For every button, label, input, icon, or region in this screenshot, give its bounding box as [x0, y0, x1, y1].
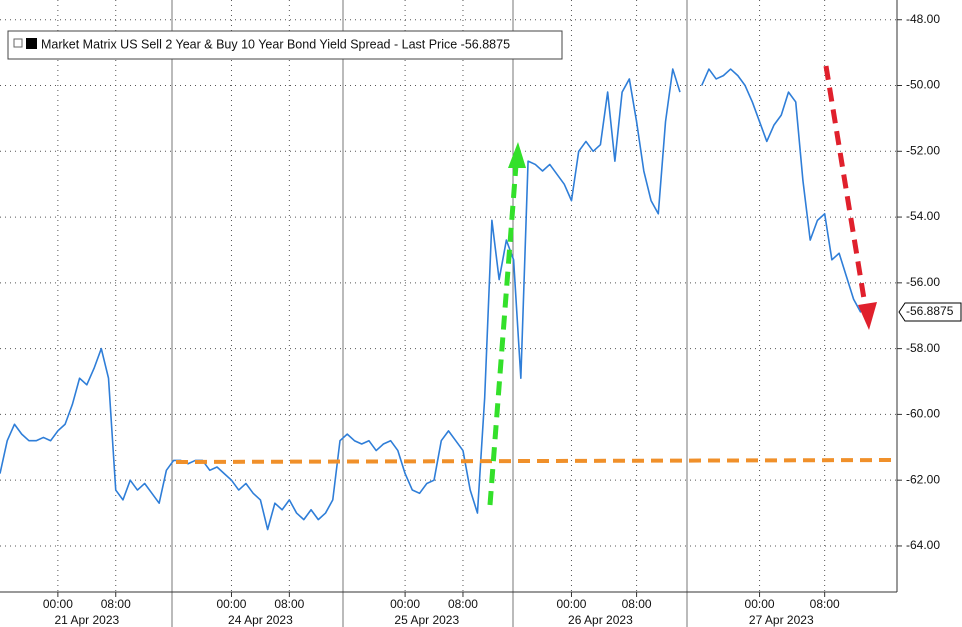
x-tick-label: 08:00 — [810, 597, 840, 611]
x-tick-label: 00:00 — [216, 597, 246, 611]
x-tick-label: 00:00 — [390, 597, 420, 611]
y-tick-label: -56.00 — [906, 275, 940, 289]
up-arrow-head — [508, 142, 526, 168]
x-tick-label: 00:00 — [556, 597, 586, 611]
legend-toggle — [13, 38, 23, 48]
x-date-label: 25 Apr 2023 — [394, 613, 459, 627]
series-line — [700, 68, 862, 313]
y-tick-label: -50.00 — [906, 78, 940, 92]
grid — [0, 0, 897, 592]
x-date-label: 21 Apr 2023 — [54, 613, 119, 627]
series-line — [0, 68, 681, 531]
legend: Market Matrix US Sell 2 Year & Buy 10 Ye… — [7, 30, 563, 60]
legend-box — [7, 30, 563, 60]
y-tick-label: -64.00 — [906, 538, 940, 552]
day-separators — [171, 0, 688, 627]
x-tick-label: 08:00 — [622, 597, 652, 611]
last-price-label: -56.8875 — [906, 304, 954, 318]
y-tick-label: -58.00 — [906, 341, 940, 355]
x-date-label: 26 Apr 2023 — [568, 613, 633, 627]
x-tick-label: 08:00 — [448, 597, 478, 611]
y-tick-label: -52.00 — [906, 143, 940, 157]
y-tick-label: -60.00 — [906, 407, 940, 421]
down-arrow — [823, 65, 868, 306]
y-tick-label: -62.00 — [906, 472, 940, 486]
up-arrow — [487, 164, 519, 506]
y-tick-label: -54.00 — [906, 209, 940, 223]
last-price-tag — [898, 302, 962, 322]
x-tick-label: 08:00 — [274, 597, 304, 611]
support-line — [175, 458, 898, 464]
axis-labels: -48.00 -50.00 -52.00 -54.00 -56.00 -58.00 -60.… — [43, 12, 962, 627]
x-date-label: 24 Apr 2023 — [228, 613, 293, 627]
y-tick-label: -48.00 — [906, 12, 940, 26]
x-date-label: 27 Apr 2023 — [749, 613, 814, 627]
x-tick-label: 08:00 — [101, 597, 131, 611]
x-tick-label: 00:00 — [43, 597, 73, 611]
legend-swatch — [26, 38, 37, 49]
series-lines — [0, 68, 862, 531]
annotations — [175, 65, 898, 506]
down-arrow-head — [858, 302, 877, 330]
legend-label: Market Matrix US Sell 2 Year & Buy 10 Ye… — [41, 37, 510, 51]
x-tick-label: 00:00 — [745, 597, 775, 611]
